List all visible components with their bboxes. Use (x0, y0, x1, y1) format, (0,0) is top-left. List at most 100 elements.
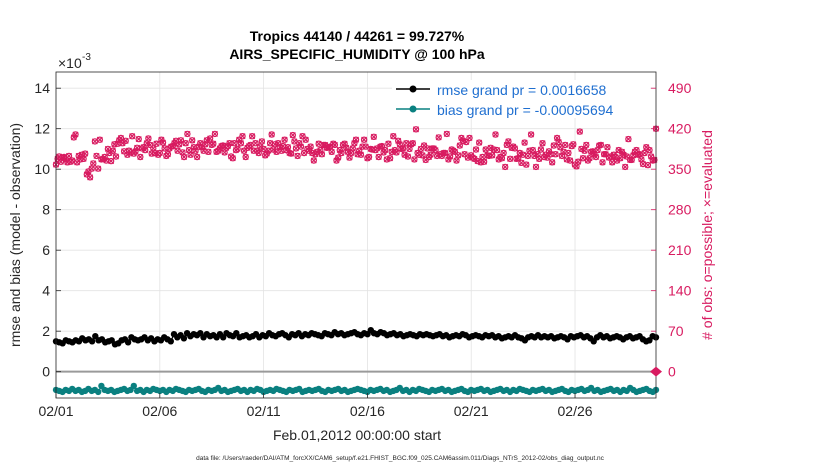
obs-evaluated-marker (297, 143, 304, 150)
obs-evaluated-marker (432, 147, 439, 154)
obs-evaluated-marker (570, 141, 577, 148)
obs-evaluated-marker (273, 148, 280, 155)
obs-point (287, 150, 295, 157)
obs-evaluated-marker (607, 153, 614, 160)
obs-possible-marker (404, 153, 412, 160)
obs-point (188, 137, 196, 144)
obs-evaluated-marker (101, 153, 108, 161)
obs-evaluated-marker (351, 140, 358, 147)
obs-possible-marker (248, 132, 256, 140)
legend-bias-marker (409, 105, 417, 113)
obs-possible-marker (529, 146, 536, 154)
obs-evaluated-marker (307, 143, 314, 150)
obs-evaluated-marker (531, 152, 538, 159)
obs-evaluated-marker (328, 148, 335, 155)
x-tick-label: 02/26 (558, 403, 593, 419)
obs-point (86, 174, 94, 181)
y-left-tick-label: 0 (42, 364, 50, 380)
obs-possible-marker (427, 151, 434, 158)
obs-evaluated-marker (578, 145, 585, 152)
obs-evaluated-marker (503, 141, 510, 148)
y-left-tick-label: 4 (42, 283, 50, 299)
obs-point (385, 140, 392, 147)
obs-point (81, 150, 89, 157)
obs-evaluated-marker (549, 159, 556, 166)
chart-title-line1: Tropics 44140 / 44261 = 99.727% (250, 28, 465, 44)
obs-evaluated-marker (95, 165, 102, 172)
obs-point (382, 146, 389, 154)
obs-possible-marker (137, 153, 144, 161)
obs-possible-marker (604, 143, 611, 151)
obs-possible-marker (599, 159, 606, 166)
obs-point (615, 146, 622, 154)
obs-evaluated-marker (639, 160, 647, 168)
obs-possible-marker (399, 145, 407, 152)
y-right-tick-label: 70 (668, 323, 684, 339)
obs-possible-marker (435, 134, 442, 141)
obs-evaluated-marker (108, 158, 115, 165)
obs-evaluated-marker (315, 140, 322, 147)
x-tick-label: 02/21 (454, 403, 489, 419)
rmse-point (167, 338, 174, 345)
obs-point (94, 165, 102, 172)
ticks: 02/01 02/06 02/11 02/16 02/21 02/26 0 2 4 6 8 10 12 1… (34, 80, 691, 419)
obs-point (620, 151, 627, 158)
y-right-tick-label: 420 (668, 121, 692, 137)
left-axis-exponent-power: -3 (82, 52, 91, 63)
y-left-tick-label: 12 (34, 121, 50, 137)
x-tick-label: 02/11 (247, 403, 281, 419)
obs-evaluated-marker (357, 151, 364, 158)
obs-possible-marker (128, 132, 136, 140)
obs-evaluated-marker (187, 151, 194, 158)
obs-point (112, 153, 120, 160)
y-left-tick-label: 2 (42, 323, 50, 339)
obs-point (565, 149, 572, 157)
obs-evaluated-marker (352, 136, 360, 143)
obs-evaluated-marker (190, 144, 197, 151)
obs-possible-marker (96, 136, 104, 143)
obs-evaluated-marker (226, 140, 233, 147)
obs-evaluated-marker (335, 154, 342, 161)
obs-possible-marker (141, 146, 149, 154)
obs-evaluated-marker (65, 152, 73, 159)
obs-evaluated-marker (390, 133, 397, 140)
obs-possible-marker (550, 142, 557, 149)
obs-point (532, 163, 540, 171)
obs-point (255, 149, 262, 157)
obs-point (576, 128, 583, 135)
obs-possible-marker (417, 145, 425, 153)
obs-evaluated-marker (257, 143, 264, 150)
obs-evaluated-marker (399, 145, 407, 152)
obs-evaluated-marker (184, 130, 191, 137)
obs-evaluated-marker (579, 155, 587, 162)
y-right-tick-label: 140 (668, 283, 692, 299)
legend-rmse-marker (409, 85, 417, 93)
obs-possible-marker (296, 139, 303, 147)
obs-evaluated-marker (472, 146, 480, 153)
obs-evaluated-marker (565, 149, 572, 157)
obs-point (229, 154, 237, 162)
obs-evaluated-marker (349, 145, 356, 152)
obs-evaluated-marker (237, 140, 244, 147)
obs-possible-marker (620, 151, 627, 158)
bias-point (95, 388, 102, 396)
obs-possible-marker (146, 141, 154, 149)
obs-evaluated-marker (567, 157, 574, 164)
legend-rmse-label: rmse grand pr = 0.0016658 (437, 82, 606, 98)
obs-evaluated-marker (382, 147, 389, 154)
obs-point (205, 148, 212, 156)
obs-possible-marker (615, 146, 622, 154)
y-left-tick-label: 8 (42, 202, 50, 218)
y-axis-right-label: # of obs: o=possible; ×=evaluated (699, 130, 715, 340)
obs-point (523, 161, 530, 168)
obs-possible-marker (237, 139, 245, 147)
obs-evaluated-marker (80, 155, 87, 162)
obs-evaluated-marker (581, 147, 588, 154)
obs-evaluated-marker (271, 141, 278, 148)
obs-point (252, 139, 259, 147)
obs-possible-marker (255, 149, 262, 157)
y-right-tick-label: 490 (668, 80, 692, 96)
obs-possible-marker (180, 153, 188, 161)
obs-point (581, 147, 588, 154)
obs-possible-marker (506, 155, 514, 163)
